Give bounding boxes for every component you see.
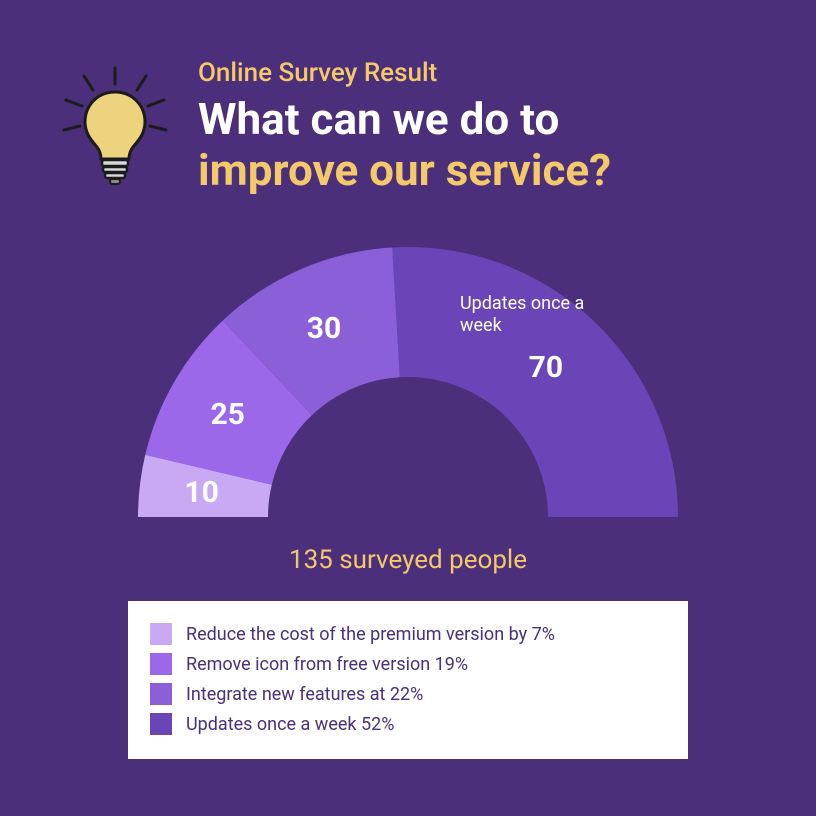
legend-row: Integrate new features at 22% <box>150 679 666 709</box>
title-line-1: What can we do to <box>198 93 559 145</box>
surveyed-caption: 135 surveyed people <box>60 545 756 575</box>
header: Online Survey Result What can we do to i… <box>60 58 756 195</box>
legend-row: Updates once a week 52% <box>150 709 666 739</box>
legend: Reduce the cost of the premium version b… <box>128 601 688 759</box>
segment-callout: Updates once a week <box>460 293 620 338</box>
legend-swatch <box>150 713 172 735</box>
legend-label: Updates once a week 52% <box>186 714 394 735</box>
legend-row: Reduce the cost of the premium version b… <box>150 619 666 649</box>
legend-swatch <box>150 623 172 645</box>
lightbulb-icon <box>60 66 170 190</box>
title-line-2: improve our service? <box>198 144 611 196</box>
title: What can we do to improve our service? <box>198 94 756 195</box>
segment-value-label: 70 <box>529 350 563 385</box>
segment-value-label: 25 <box>210 397 244 432</box>
segment-value-label: 10 <box>184 475 218 510</box>
legend-row: Remove icon from free version 19% <box>150 649 666 679</box>
infographic-canvas: Online Survey Result What can we do to i… <box>0 0 816 816</box>
legend-label: Remove icon from free version 19% <box>186 654 468 675</box>
segment-value-label: 30 <box>307 311 341 346</box>
legend-swatch <box>150 653 172 675</box>
legend-label: Integrate new features at 22% <box>186 684 423 705</box>
legend-label: Reduce the cost of the premium version b… <box>186 624 555 645</box>
legend-swatch <box>150 683 172 705</box>
subtitle: Online Survey Result <box>198 58 756 88</box>
semi-donut-chart: 10 25 30 70 Updates once a week <box>60 237 756 537</box>
title-block: Online Survey Result What can we do to i… <box>198 58 756 195</box>
